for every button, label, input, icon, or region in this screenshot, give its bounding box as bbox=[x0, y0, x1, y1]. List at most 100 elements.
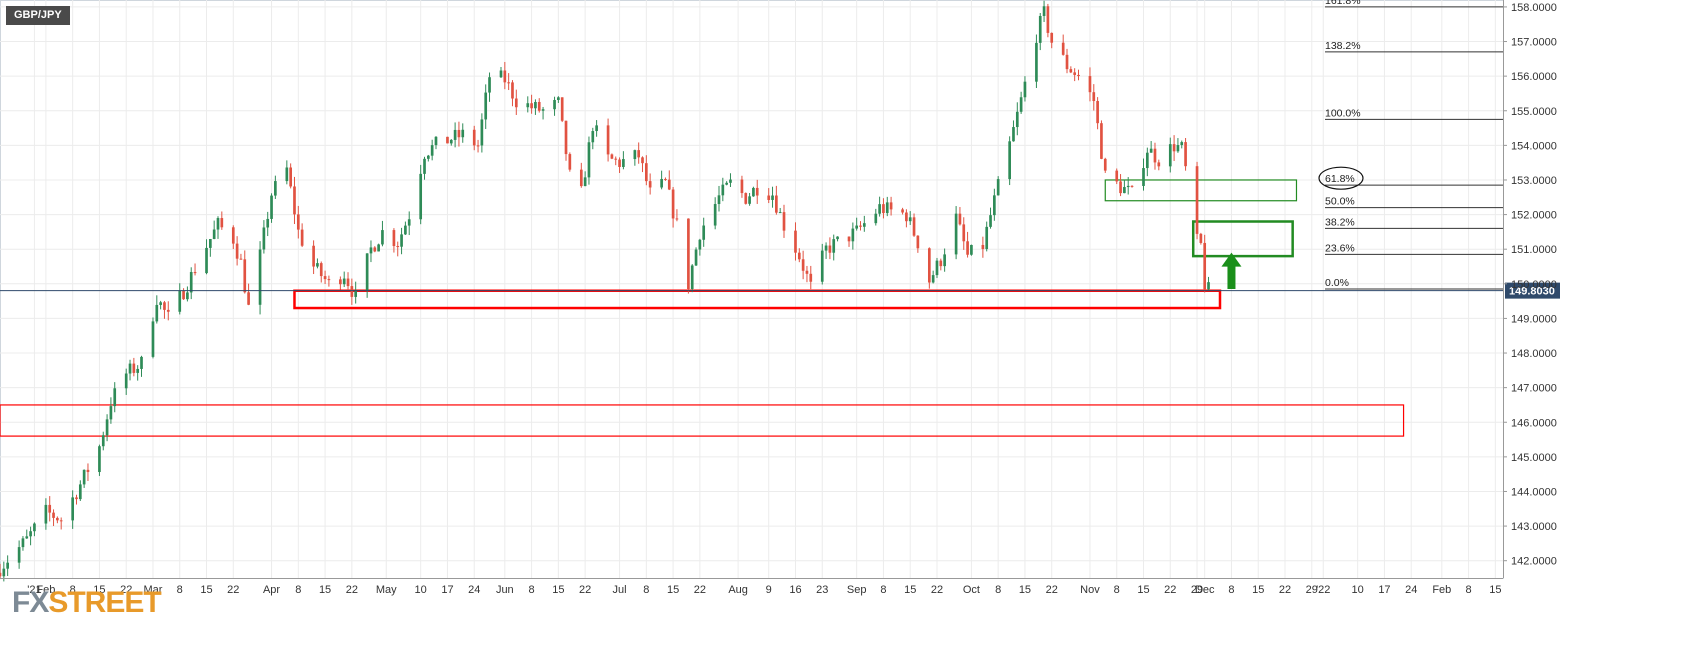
candle-bull bbox=[820, 250, 824, 282]
candle-bull bbox=[1008, 141, 1011, 180]
candle-bear bbox=[530, 103, 533, 109]
arrow-shaft bbox=[1227, 264, 1236, 289]
candle-bear bbox=[809, 273, 813, 282]
zone-resistance-61.8 bbox=[1104, 179, 1298, 202]
fxstreet-logo: FXSTREET bbox=[12, 586, 162, 620]
x-tick-label: 10 bbox=[415, 584, 427, 596]
candle-bull bbox=[931, 275, 935, 283]
x-tick-label: 22 bbox=[579, 584, 591, 596]
candle-bear bbox=[671, 189, 675, 219]
candle-bull bbox=[622, 159, 625, 167]
candle-bull bbox=[186, 292, 189, 300]
x-tick-label: 22 bbox=[1164, 584, 1176, 596]
candle-bear bbox=[901, 209, 904, 213]
candle-bull bbox=[1019, 97, 1023, 112]
fib-highlight-ellipse bbox=[1318, 166, 1364, 190]
candle-bull bbox=[985, 226, 989, 250]
candle-bull bbox=[101, 435, 105, 447]
candle-bull bbox=[943, 254, 946, 267]
candle-bear bbox=[1077, 74, 1080, 77]
candle-bull bbox=[266, 218, 270, 228]
x-tick-label: 22 bbox=[694, 584, 706, 596]
grid bbox=[0, 0, 1504, 579]
candle-bull bbox=[1149, 148, 1153, 153]
candle-bear bbox=[981, 244, 985, 250]
candle-bull bbox=[105, 419, 109, 436]
candle-bear bbox=[59, 520, 63, 522]
candle-bull bbox=[449, 139, 453, 144]
x-tick-label: 8 bbox=[177, 584, 183, 596]
x-tick-label: 8 bbox=[1114, 584, 1120, 596]
candle-bull bbox=[836, 236, 839, 240]
x-tick-label: 22 bbox=[120, 584, 132, 596]
current-price-label: 149.8030 bbox=[1509, 286, 1555, 298]
candle-bull bbox=[1176, 145, 1180, 152]
candle-bear bbox=[1157, 162, 1161, 167]
x-tick-label: 8 bbox=[1228, 584, 1234, 596]
candle-bear bbox=[392, 230, 396, 247]
candle-bear bbox=[247, 292, 250, 305]
candle-bull bbox=[851, 228, 855, 242]
x-tick-label: 15 bbox=[93, 584, 105, 596]
candles bbox=[0, 0, 1210, 582]
zone-target-fib bbox=[1191, 220, 1294, 258]
candle-bear bbox=[1073, 72, 1077, 75]
candle-bear bbox=[327, 279, 331, 281]
x-tick-label: 22 bbox=[931, 584, 943, 596]
fib-label: 0.0% bbox=[1325, 277, 1349, 289]
candle-bear bbox=[231, 227, 235, 244]
x-tick-label: Nov bbox=[1080, 584, 1100, 596]
x-tick-label: 22 bbox=[1279, 584, 1291, 596]
candle-bear bbox=[0, 572, 2, 577]
candle-bear bbox=[514, 98, 518, 108]
candle-bull bbox=[633, 150, 637, 160]
candle-bull bbox=[1035, 42, 1038, 82]
candle-bull bbox=[274, 181, 277, 196]
candle-bull bbox=[1126, 185, 1130, 188]
x-tick-label: 29 bbox=[1191, 584, 1203, 596]
x-tick-label: 15 bbox=[319, 584, 331, 596]
candle-bull bbox=[832, 239, 836, 253]
candle-bear bbox=[687, 218, 690, 290]
x-tick-label: Dec bbox=[1195, 584, 1215, 596]
candle-bull bbox=[1023, 81, 1027, 98]
candle-bull bbox=[98, 446, 101, 473]
candle-bear bbox=[648, 181, 652, 188]
candle-bull bbox=[377, 244, 380, 252]
candle-bull bbox=[595, 125, 598, 132]
candle-bull bbox=[78, 484, 82, 500]
candle-bear bbox=[1130, 185, 1134, 187]
x-tick-label: 24 bbox=[1405, 584, 1417, 596]
x-tick-label: 15 bbox=[552, 584, 564, 596]
candle-bull bbox=[954, 213, 958, 255]
candle-bull bbox=[698, 239, 702, 250]
candle-bear bbox=[801, 259, 805, 271]
y-tick-label: 149.0000 bbox=[1511, 313, 1557, 325]
candle-bear bbox=[1061, 42, 1065, 55]
candle-bull bbox=[541, 109, 545, 111]
candle-bull bbox=[461, 129, 465, 138]
candle-bull bbox=[109, 406, 113, 420]
candle-bear bbox=[1115, 170, 1119, 182]
candle-bull bbox=[855, 225, 859, 229]
candle-bear bbox=[312, 245, 315, 267]
candle-bull bbox=[908, 217, 912, 222]
price-axis[interactable]: 142.0000 143.0000 144.0000 145.0000 146.0000… bbox=[1503, 0, 1557, 578]
candle-bull bbox=[1015, 111, 1019, 128]
candle-bear bbox=[48, 504, 52, 513]
candle-bull bbox=[752, 187, 755, 197]
candle-bear bbox=[56, 517, 59, 521]
candle-bull bbox=[205, 247, 208, 274]
logo-fx: FX bbox=[12, 586, 49, 619]
fib-label: 38.2% bbox=[1325, 216, 1355, 228]
candle-bull bbox=[824, 245, 828, 251]
y-tick-label: 148.0000 bbox=[1511, 348, 1557, 360]
x-tick-label: 16 bbox=[789, 584, 801, 596]
x-tick-label: 8 bbox=[995, 584, 1001, 596]
candle-bear bbox=[958, 213, 962, 225]
x-tick-label: 17 bbox=[1378, 584, 1390, 596]
candle-bull bbox=[480, 119, 484, 146]
